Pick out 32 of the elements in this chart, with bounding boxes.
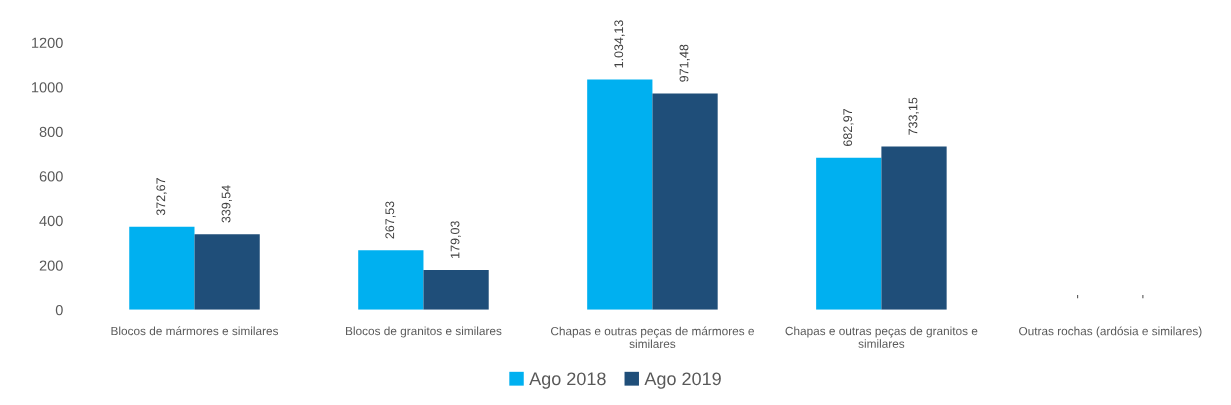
data-label: 372,67 [156,178,167,216]
bar [194,234,260,310]
y-tick-label: 200 [39,260,63,271]
legend-label: Ago 2018 [529,372,606,389]
bar [129,226,195,310]
text: - [1142,295,1144,299]
data-label: 1.034,13 [614,20,625,68]
x-tick-label: Outras rochas (ardósia e similares) [1019,326,1202,338]
x-tick-label: Chapas e outras peças de mármores e similares [551,326,754,349]
text: - [1077,295,1079,299]
data-label: 339,54 [221,185,232,223]
x-tick-label: Chapas e outras peças de granitos e similares [785,326,978,348]
bar [423,269,489,310]
data-label: 267,53 [385,201,396,239]
y-tick-label: 1000 [32,82,63,93]
legend-label: Ago 2019 [644,372,721,389]
bar [652,93,718,310]
data-label: 733,15 [908,97,919,135]
y-tick-label: 1200 [32,37,63,48]
x-tick-label: Blocos de granitos e similares [346,326,502,338]
data-label: 971,48 [679,44,690,82]
x-tick-label: Blocos de mármores e similares [111,326,279,336]
y-tick-label: 0 [55,304,63,316]
bar [816,157,882,310]
bar [587,79,653,310]
bar [358,250,424,310]
y-tick-label: 400 [39,215,63,227]
y-tick-label: 800 [39,126,63,138]
y-tick-label: 600 [39,171,63,182]
bar [881,146,947,310]
data-label: 179,03 [450,221,461,258]
data-label: 682,97 [843,108,854,146]
